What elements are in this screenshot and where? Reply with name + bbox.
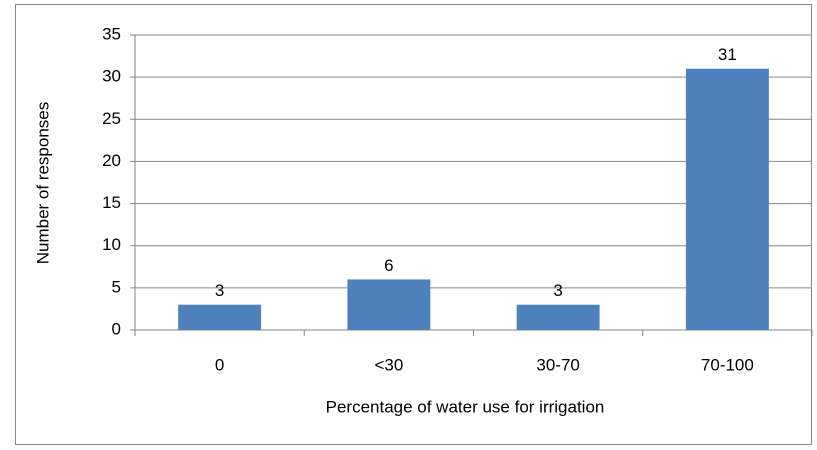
x-axis-label: Percentage of water use for irrigation [326, 397, 605, 416]
y-tick-label: 35 [102, 24, 121, 43]
x-tick-label: 0 [215, 355, 224, 374]
data-label: 31 [718, 45, 737, 64]
y-axis-label: Number of responses [33, 102, 52, 265]
x-tick-label: 30-70 [536, 355, 579, 374]
y-tick-label: 30 [102, 67, 121, 86]
bar [347, 279, 431, 330]
data-label: 3 [553, 281, 562, 300]
y-tick-label: 10 [102, 235, 121, 254]
bar [516, 304, 600, 330]
data-label: 6 [384, 256, 393, 275]
data-label: 3 [215, 281, 224, 300]
y-tick-label: 15 [102, 193, 121, 212]
x-tick-label: 70-100 [701, 355, 754, 374]
y-tick-label: 25 [102, 109, 121, 128]
chart-frame [15, 4, 812, 445]
x-tick-label: <30 [374, 355, 403, 374]
bar [178, 304, 262, 330]
bar [685, 68, 769, 330]
y-tick-label: 5 [112, 277, 121, 296]
y-tick-label: 20 [102, 151, 121, 170]
y-tick-label: 0 [112, 319, 121, 338]
